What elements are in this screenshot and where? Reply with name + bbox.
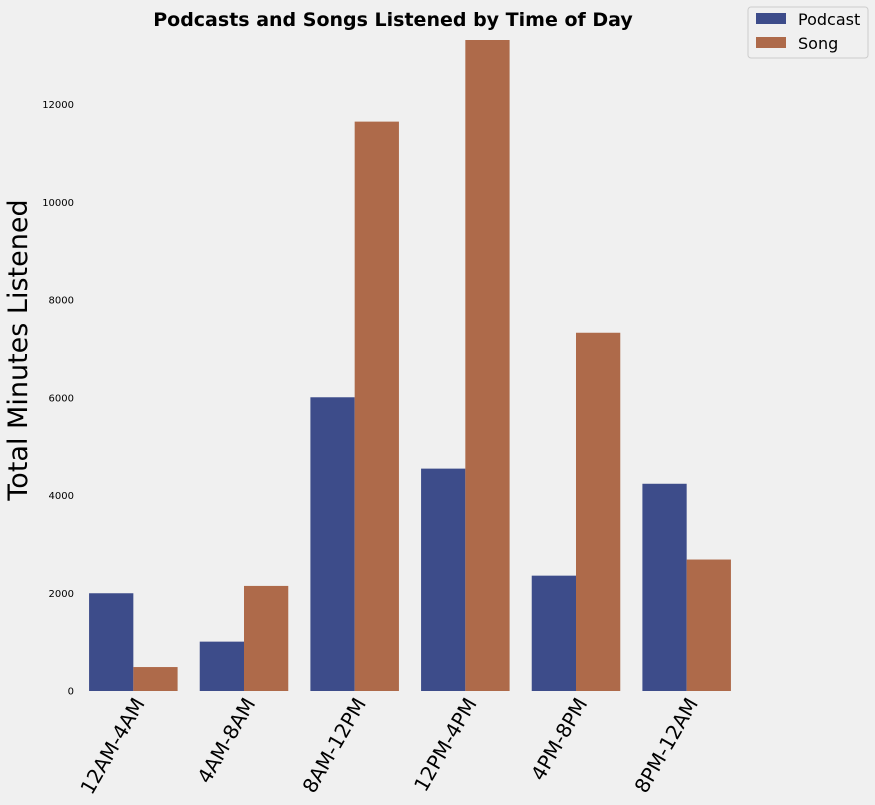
plot-area bbox=[89, 40, 731, 692]
x-tick-label: 8AM-12PM bbox=[297, 694, 371, 798]
y-tick-label: 10000 bbox=[42, 198, 74, 209]
legend-label-song: Song bbox=[798, 34, 838, 53]
bar-podcast-3 bbox=[421, 468, 466, 691]
x-tick-label: 12AM-4AM bbox=[75, 694, 149, 799]
bar-podcast-1 bbox=[199, 641, 244, 691]
y-tick-label: 6000 bbox=[49, 393, 74, 404]
bar-song-4 bbox=[576, 332, 621, 691]
y-axis-label: Total Minutes Listened bbox=[3, 199, 34, 501]
chart-title: Podcasts and Songs Listened by Time of D… bbox=[153, 9, 633, 31]
legend-label-podcast: Podcast bbox=[798, 10, 860, 29]
bar-podcast-5 bbox=[642, 483, 687, 691]
bar-song-2 bbox=[354, 121, 399, 692]
bar-song-1 bbox=[244, 585, 289, 691]
x-tick-label: 12PM-4PM bbox=[409, 694, 482, 796]
y-tick-label: 4000 bbox=[49, 491, 74, 502]
y-tick-label: 0 bbox=[68, 687, 74, 698]
bar-song-5 bbox=[686, 559, 731, 691]
y-tick-label: 2000 bbox=[49, 589, 74, 600]
x-tick-label: 8PM-12AM bbox=[629, 694, 703, 798]
bar-song-0 bbox=[133, 667, 178, 691]
y-tick-label: 12000 bbox=[42, 100, 74, 111]
legend-swatch-song bbox=[756, 37, 786, 48]
x-tick-label: 4PM-8PM bbox=[526, 694, 592, 785]
x-axis-ticks: 12AM-4AM 4AM-8AM 8AM-12PM 12PM-4PM 4PM-8PM 8P… bbox=[75, 694, 703, 799]
bar-podcast-4 bbox=[531, 575, 576, 691]
bar-podcast-0 bbox=[89, 593, 134, 691]
bar-podcast-2 bbox=[310, 397, 355, 691]
legend-swatch-podcast bbox=[756, 13, 786, 24]
y-axis-ticks: 0 2000 4000 6000 8000 10000 12000 bbox=[42, 100, 74, 697]
x-tick-label: 4AM-8AM bbox=[192, 694, 260, 788]
legend: Podcast Song bbox=[747, 6, 869, 59]
bar-song-3 bbox=[465, 40, 510, 691]
y-tick-label: 8000 bbox=[49, 296, 74, 307]
